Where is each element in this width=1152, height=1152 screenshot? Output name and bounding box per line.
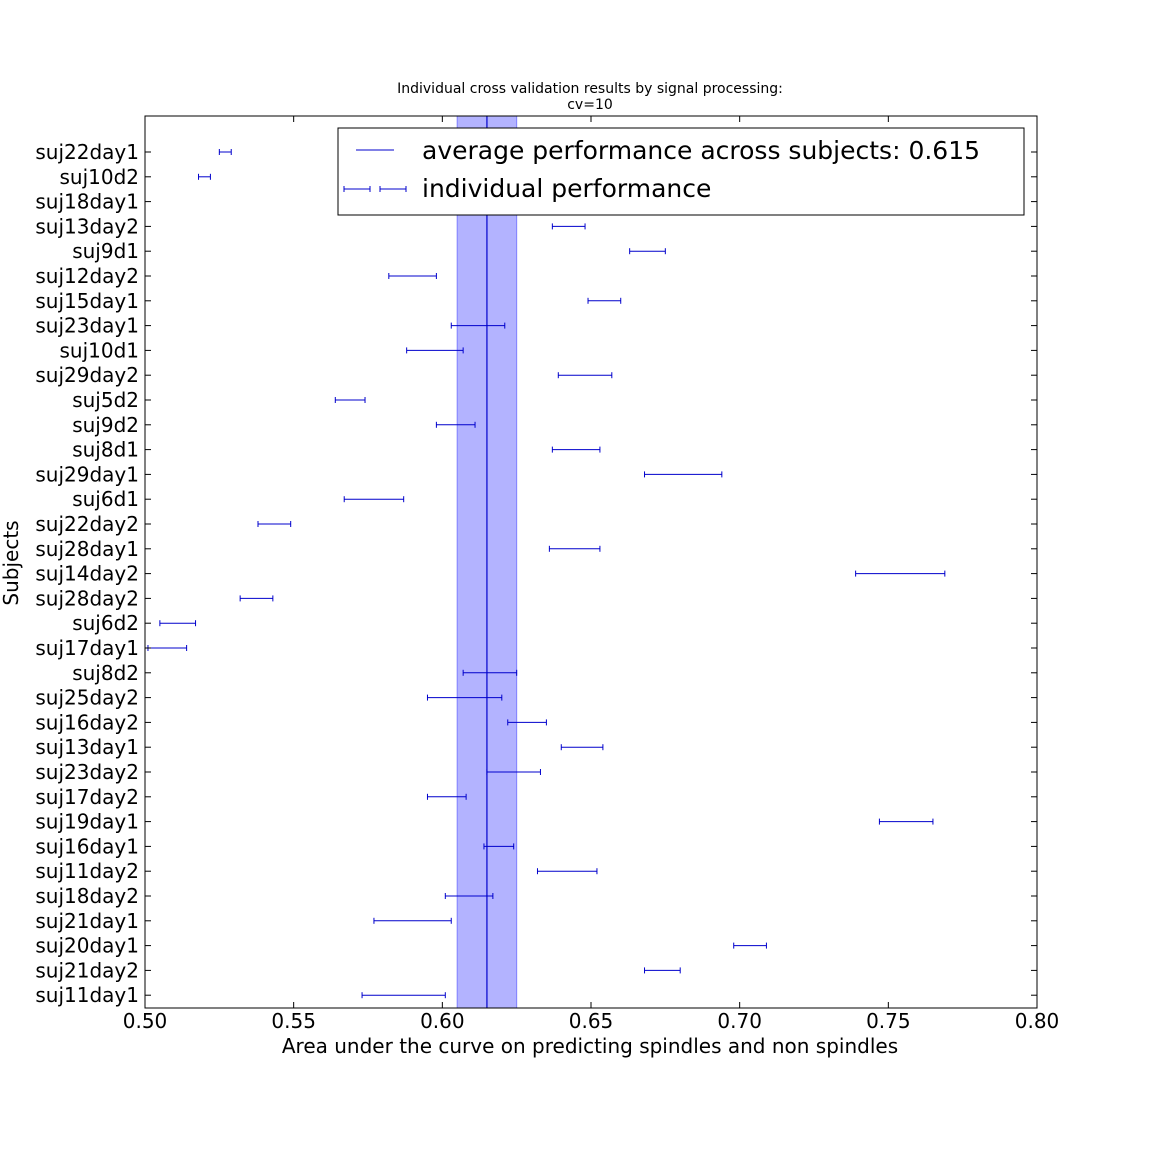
errorbar-suj13day1 bbox=[560, 744, 604, 751]
y-tick-label: suj28day2 bbox=[35, 586, 139, 610]
y-tick-label: suj22day2 bbox=[35, 512, 139, 536]
y-tick-label: suj14day2 bbox=[35, 562, 139, 586]
x-tick-label: 0.70 bbox=[717, 1009, 762, 1033]
errorbar-suj18day2 bbox=[444, 893, 494, 899]
errorbar-suj21day1 bbox=[373, 917, 452, 924]
errorbar-suj10d1 bbox=[406, 347, 464, 354]
y-tick-label: suj9d2 bbox=[72, 413, 139, 437]
errorbar-suj28day1 bbox=[548, 545, 601, 552]
plot-background bbox=[145, 116, 1037, 1008]
legend-errorbar-swatch bbox=[343, 186, 407, 192]
errorbar-suj6d1 bbox=[343, 496, 405, 503]
y-tick-label: suj20day1 bbox=[35, 934, 139, 958]
errorbar-suj23day2 bbox=[486, 769, 541, 775]
y-tick-label: suj6d1 bbox=[72, 487, 139, 511]
errorbar-suj6d2 bbox=[159, 620, 197, 627]
x-tick-label: 0.60 bbox=[420, 1009, 465, 1033]
y-tick-label: suj29day2 bbox=[35, 363, 139, 387]
y-axis-ticks: suj22day1suj10d2suj18day1suj13day2suj9d1… bbox=[35, 140, 1037, 1007]
x-axis-title: Area under the curve on predicting spind… bbox=[282, 1034, 898, 1058]
y-tick-label: suj19day1 bbox=[35, 810, 139, 834]
y-tick-label: suj8d2 bbox=[72, 661, 139, 685]
y-tick-label: suj11day1 bbox=[35, 983, 139, 1007]
errorbar-suj19day1 bbox=[878, 818, 934, 825]
errorbar-suj12day2 bbox=[388, 273, 437, 279]
y-tick-label: suj8d1 bbox=[72, 438, 139, 462]
errorbar-suj25day2 bbox=[426, 694, 503, 701]
errorbar-suj13day2 bbox=[551, 223, 586, 230]
chart-title: Individual cross validation results by s… bbox=[397, 81, 783, 97]
legend-label-individual: individual performance bbox=[422, 174, 711, 203]
y-tick-label: suj10d1 bbox=[59, 338, 139, 362]
y-tick-label: suj21day2 bbox=[35, 958, 139, 982]
errorbar-suj29day1 bbox=[644, 471, 723, 478]
errorbar-suj22day2 bbox=[257, 521, 292, 527]
legend-label-average: average performance across subjects: 0.6… bbox=[422, 136, 980, 165]
y-tick-label: suj10d2 bbox=[59, 165, 139, 189]
x-axis-ticks: 0.50 0.55 0.60 0.65 0.70 0.75 0.80 bbox=[123, 116, 1060, 1033]
errorbar-suj15day1 bbox=[587, 297, 622, 304]
errorbar-suj22day1 bbox=[218, 149, 232, 155]
errorbar-suj5d2 bbox=[334, 397, 366, 403]
x-tick-label: 0.55 bbox=[271, 1009, 316, 1033]
y-tick-label: suj17day2 bbox=[35, 785, 139, 809]
y-tick-label: suj25day2 bbox=[35, 686, 139, 710]
errorbar-suj9d1 bbox=[629, 248, 666, 255]
x-tick-label: 0.80 bbox=[1015, 1009, 1060, 1033]
errorbar-suj8d1 bbox=[551, 446, 601, 453]
errorbar-suj17day2 bbox=[426, 793, 467, 800]
y-tick-label: suj28day1 bbox=[35, 537, 139, 561]
y-tick-label: suj21day1 bbox=[35, 909, 139, 933]
errorbar-suj28day2 bbox=[239, 595, 274, 602]
y-tick-label: suj18day2 bbox=[35, 884, 139, 908]
errorbar-suj11day1 bbox=[361, 992, 446, 999]
errorbar-suj16day1 bbox=[483, 843, 515, 850]
y-tick-label: suj22day1 bbox=[35, 140, 139, 164]
y-tick-label: suj16day2 bbox=[35, 710, 139, 734]
plot-area bbox=[145, 116, 1037, 1008]
y-tick-label: suj16day1 bbox=[35, 834, 139, 858]
errorbar-suj29day2 bbox=[557, 372, 613, 379]
legend: average performance across subjects: 0.6… bbox=[337, 127, 1025, 216]
y-tick-label: suj9d1 bbox=[72, 239, 139, 263]
y-tick-label: suj11day2 bbox=[35, 859, 139, 883]
x-tick-label: 0.65 bbox=[569, 1009, 614, 1033]
errorbar-suj9d2 bbox=[435, 421, 476, 428]
errorbar-suj21day2 bbox=[644, 967, 681, 974]
errorbar-suj16day2 bbox=[507, 719, 547, 726]
chart-subtitle: cv=10 bbox=[567, 97, 613, 113]
y-tick-label: suj6d2 bbox=[72, 611, 139, 635]
y-tick-label: suj13day2 bbox=[35, 214, 139, 238]
y-tick-label: suj17day1 bbox=[35, 636, 139, 660]
y-axis-title: Subjects bbox=[0, 520, 23, 605]
errorbar-suj10d2 bbox=[198, 173, 211, 180]
subject-errorbars bbox=[147, 149, 946, 999]
legend-box bbox=[337, 127, 1025, 216]
y-tick-label: suj29day1 bbox=[35, 462, 139, 486]
y-tick-label: suj15day1 bbox=[35, 289, 139, 313]
y-tick-label: suj23day2 bbox=[35, 760, 139, 784]
y-tick-label: suj13day1 bbox=[35, 735, 139, 759]
errorbar-suj20day1 bbox=[733, 942, 767, 949]
errorbar-suj11day2 bbox=[536, 868, 598, 875]
x-tick-label: 0.50 bbox=[123, 1009, 168, 1033]
y-tick-label: suj5d2 bbox=[72, 388, 139, 412]
y-tick-label: suj23day1 bbox=[35, 314, 139, 338]
x-tick-label: 0.75 bbox=[866, 1009, 911, 1033]
errorbar-suj14day2 bbox=[855, 570, 946, 577]
y-tick-label: suj12day2 bbox=[35, 264, 139, 288]
errorbar-suj8d2 bbox=[462, 669, 518, 676]
errorbar-suj23day1 bbox=[450, 322, 506, 329]
y-tick-label: suj18day1 bbox=[35, 190, 139, 214]
